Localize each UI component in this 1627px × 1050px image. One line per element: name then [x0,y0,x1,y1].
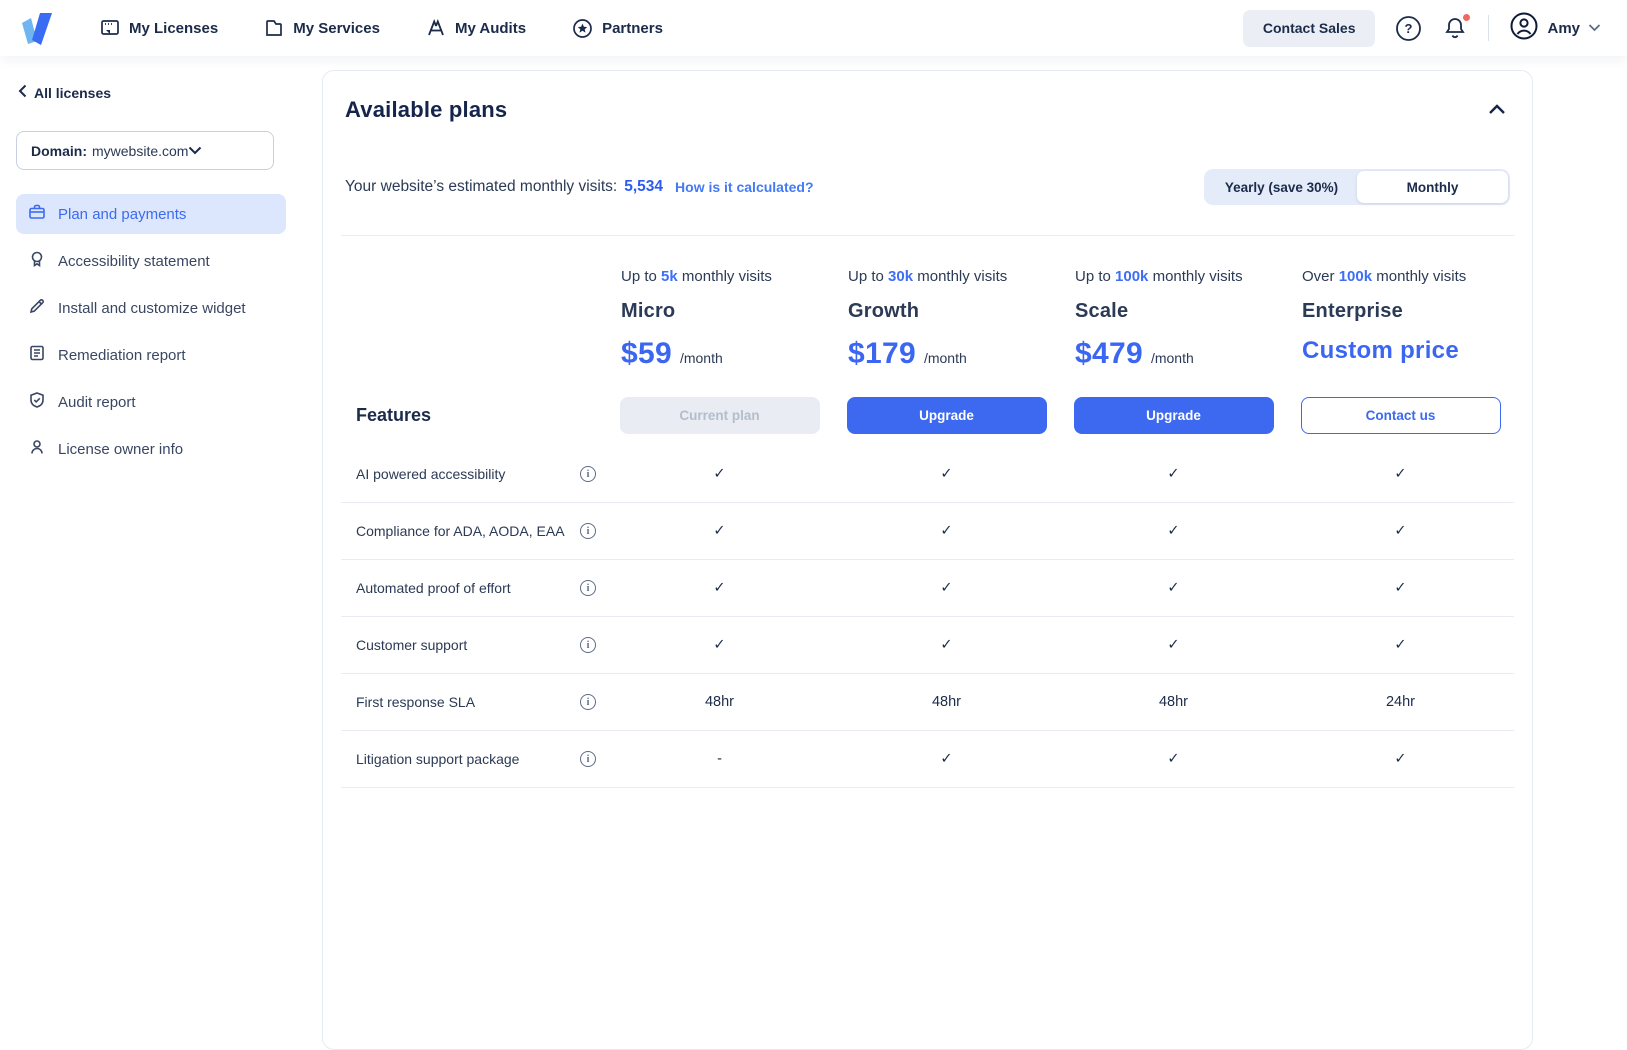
current-plan-button: Current plan [620,397,820,434]
upgrade-scale-button[interactable]: Upgrade [1074,397,1274,434]
nav-partners[interactable]: Partners [572,18,663,39]
domain-value: mywebsite.com [92,143,188,159]
sidebar-item-label: Install and customize widget [58,300,246,317]
primary-nav: My Licenses My Services My Audits [100,18,663,39]
chevron-left-icon [18,84,27,101]
plan-price: $59 [621,337,672,371]
plans-cta-row: Features Current plan Upgrade Upgrade Co… [341,397,1514,434]
upgrade-growth-button[interactable]: Upgrade [847,397,1047,434]
user-menu[interactable]: Amy [1509,11,1601,46]
nav-label: My Audits [455,20,526,37]
sidebar-item-label: Audit report [58,394,136,411]
plan-column-scale: Up to 100k monthly visits Scale $479/mon… [1060,268,1287,375]
person-icon [28,438,46,460]
feature-row-ai-powered-accessibility: AI powered accessibility ✓ ✓ ✓ ✓ [341,446,1514,503]
sidebar: All licenses Domain: mywebsite.com Plan … [0,56,300,829]
audits-book-icon [426,18,446,38]
info-icon[interactable] [580,637,596,653]
plan-column-micro: Up to 5k monthly visits Micro $59/month [606,268,833,375]
back-label: All licenses [34,85,111,101]
sidebar-item-remediation-report[interactable]: Remediation report [16,335,286,375]
info-icon[interactable] [580,523,596,539]
feature-row-litigation-support: Litigation support package - ✓ ✓ ✓ [341,731,1514,788]
nav-my-licenses[interactable]: My Licenses [100,18,218,38]
plan-price: $179 [848,337,916,371]
brand-logo-icon[interactable] [16,6,60,50]
sidebar-item-label: Accessibility statement [58,253,210,270]
pencil-icon [28,297,46,319]
sidebar-item-license-owner-info[interactable]: License owner info [16,429,286,469]
sidebar-nav: Plan and payments Accessibility statemen… [16,194,286,469]
sidebar-item-plan-and-payments[interactable]: Plan and payments [16,194,286,234]
plan-column-enterprise: Over 100k monthly visits Enterprise Cust… [1287,268,1514,375]
award-ribbon-icon [28,250,46,272]
page-title: Available plans [345,97,507,123]
chevron-down-icon [188,142,202,160]
sidebar-item-label: License owner info [58,441,183,458]
nav-my-services[interactable]: My Services [264,18,380,38]
plan-name: Micro [621,300,833,323]
contact-us-button[interactable]: Contact us [1301,397,1501,434]
plan-name: Enterprise [1302,300,1514,323]
notification-badge [1461,12,1472,23]
sidebar-item-accessibility-statement[interactable]: Accessibility statement [16,241,286,281]
licenses-window-icon [100,18,120,38]
plan-name: Scale [1075,300,1287,323]
info-icon[interactable] [580,580,596,596]
sidebar-item-label: Remediation report [58,347,186,364]
visits-label: Your website’s estimated monthly visits: [345,178,617,196]
divider [341,235,1514,236]
user-name: Amy [1547,20,1580,37]
plans-header-row: Up to 5k monthly visits Micro $59/month … [341,268,1514,375]
domain-label: Domain: [31,143,87,159]
top-navigation: My Licenses My Services My Audits [0,0,1627,56]
document-icon [28,344,46,366]
features-heading: Features [341,405,606,426]
partners-star-icon [572,18,593,39]
domain-selector[interactable]: Domain: mywebsite.com [16,131,274,170]
avatar-icon [1509,11,1539,46]
plan-name: Growth [848,300,1060,323]
feature-row-customer-support: Customer support ✓ ✓ ✓ ✓ [341,617,1514,674]
available-plans-card: Available plans Your website’s estimated… [322,70,1533,1050]
back-to-all-licenses-link[interactable]: All licenses [18,84,286,101]
notifications-bell-icon[interactable] [1442,15,1468,41]
collapse-section-chevron-icon[interactable] [1484,99,1510,122]
feature-row-automated-proof: Automated proof of effort ✓ ✓ ✓ ✓ [341,560,1514,617]
nav-label: My Licenses [129,20,218,37]
info-icon[interactable] [580,751,596,767]
divider [1488,15,1489,41]
briefcase-icon [28,203,46,225]
nav-label: My Services [293,20,380,37]
contact-sales-button[interactable]: Contact Sales [1243,10,1376,47]
help-icon[interactable]: ? [1395,15,1422,42]
nav-my-audits[interactable]: My Audits [426,18,526,38]
services-folder-icon [264,18,284,38]
visits-value: 5,534 [624,178,663,196]
chevron-down-icon [1588,19,1601,37]
shield-check-icon [28,391,46,413]
info-icon[interactable] [580,694,596,710]
feature-row-compliance: Compliance for ADA, AODA, EAA ✓ ✓ ✓ ✓ [341,503,1514,560]
nav-label: Partners [602,20,663,37]
toggle-monthly[interactable]: Monthly [1357,171,1508,203]
plan-price: Custom price [1302,337,1459,365]
toggle-yearly[interactable]: Yearly (save 30%) [1206,171,1357,203]
svg-text:?: ? [1405,21,1413,36]
feature-row-first-response-sla: First response SLA 48hr 48hr 48hr 24hr [341,674,1514,731]
sidebar-item-label: Plan and payments [58,206,186,223]
billing-period-toggle: Yearly (save 30%) Monthly [1204,169,1510,205]
how-calculated-link[interactable]: How is it calculated? [675,179,813,195]
features-table: AI powered accessibility ✓ ✓ ✓ ✓ Complia… [341,446,1514,788]
plan-price: $479 [1075,337,1143,371]
plan-column-growth: Up to 30k monthly visits Growth $179/mon… [833,268,1060,375]
sidebar-item-audit-report[interactable]: Audit report [16,382,286,422]
info-icon[interactable] [580,466,596,482]
sidebar-item-install-widget[interactable]: Install and customize widget [16,288,286,328]
